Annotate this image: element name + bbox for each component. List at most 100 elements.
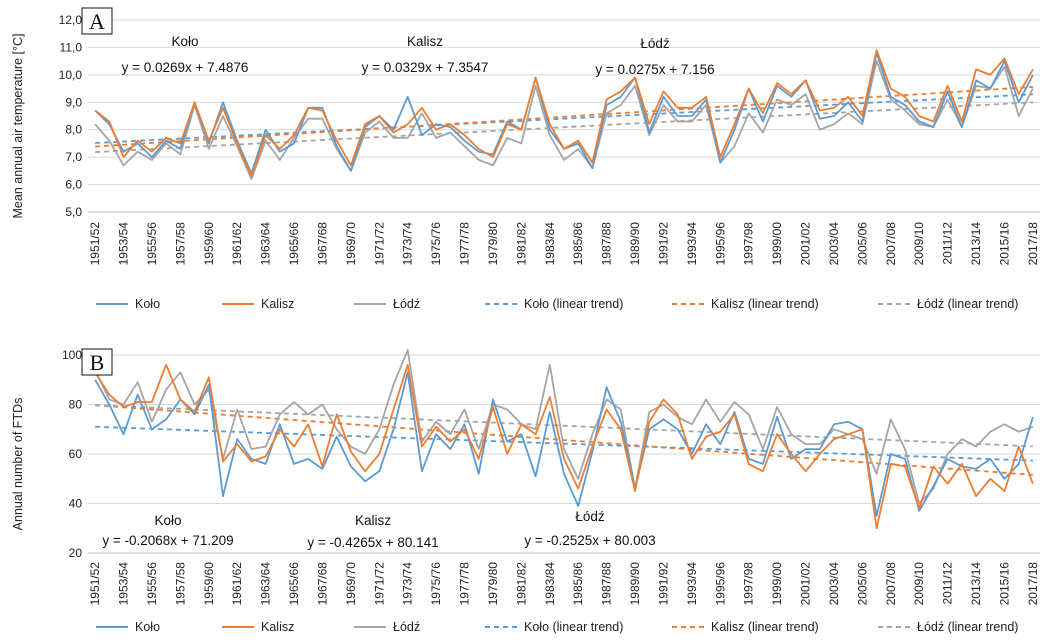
panel-a-x-tick-label: 2007/08 (884, 222, 898, 266)
panel-a-panel-box (81, 7, 113, 35)
panel-a-annotation-station: Łódź (640, 36, 670, 51)
panel-a-x-tick-label: 1975/76 (429, 222, 443, 266)
panel-b-y-tick-label: 20 (69, 546, 83, 560)
panel-b-x-tick-label: 1993/94 (685, 562, 699, 606)
panel-a-x-tick-label: 1951/52 (88, 222, 102, 266)
panel-b-x-tick-label: 2013/14 (969, 562, 983, 606)
panel-a-annotation-equation: y = 0.0269x + 7.4876 (122, 60, 249, 75)
panel-b-legend-label: Koło (linear trend) (524, 620, 623, 634)
panel-a-y-tick-label: 10,0 (59, 68, 83, 82)
panel-a-x-tick-label: 1979/80 (486, 222, 500, 266)
panel-b-annotation-station: Łódź (575, 509, 605, 524)
panel-b-y-tick-label: 40 (69, 497, 83, 511)
panel-a-y-tick-label: 11,0 (60, 40, 83, 54)
panel-a-y-tick-label: 6,0 (65, 178, 82, 192)
panel-a-x-tick-label: 1971/72 (372, 222, 386, 266)
panel-b-legend-label: Kalisz (linear trend) (711, 620, 819, 634)
panel-a-x-tick-label: 2013/14 (969, 222, 983, 266)
panel-a-y-axis-label: Mean annual air temperature [°C] (11, 34, 25, 219)
panel-b-x-tick-label: 1961/62 (230, 562, 244, 606)
panel-a-x-tick-label: 1987/88 (600, 222, 614, 266)
panel-b-x-tick-label: 1997/98 (742, 562, 756, 606)
panel-a-x-tick-label: 2001/02 (799, 222, 813, 266)
panel-b-x-tick-label: 1955/56 (145, 562, 159, 606)
panel-b-annotation-station: Kalisz (355, 513, 391, 528)
panel-b-x-tick-label: 1977/78 (458, 562, 472, 606)
panel-b-series-kalisz (94, 363, 1034, 530)
panel-a-legend-label: Kalisz (261, 297, 294, 311)
panel-b-x-tick-label: 1953/54 (117, 562, 131, 606)
panel-a-y-tick-label: 5,0 (65, 205, 82, 219)
panel-b-x-tick-label: 1991/92 (656, 562, 670, 606)
panel-a-legend-label: Koło (135, 297, 160, 311)
panel-b-x-tick-label: 2017/18 (1026, 562, 1040, 606)
panel-b-x-tick-label: 1973/74 (401, 562, 415, 606)
panel-a-x-tick-label: 1983/84 (543, 222, 557, 266)
panel-b-x-tick-label: 2007/08 (884, 562, 898, 606)
panel-b-legend-label: Koło (135, 620, 160, 634)
panel-a-y-tick-label: 7,0 (65, 150, 82, 164)
panel-b-x-tick-label: 1967/68 (315, 562, 329, 606)
panel-b-x-tick-label: 1983/84 (543, 562, 557, 606)
panel-b-y-axis-label: Annual number of FTDs (11, 398, 25, 531)
panel-a-x-tick-label: 1957/58 (173, 222, 187, 266)
panel-b-x-tick-label: 1971/72 (372, 562, 386, 606)
panel-b-annotation-equation: y = -0.2525x + 80.003 (524, 533, 655, 548)
panel-b-panel-box (81, 348, 113, 376)
panel-b-annotation-equation: y = -0.2068x + 71.209 (102, 533, 233, 548)
panel-a-series-lodz (94, 60, 1034, 181)
panel-b-x-tick-label: 2011/12 (941, 562, 955, 605)
panel-b-x-tick-label: 1999/00 (770, 562, 784, 606)
panel-a-x-tick-label: 1977/78 (458, 222, 472, 266)
panel-b-trend-kolo (95, 425, 1033, 462)
panel-a-x-tick-label: 1993/94 (685, 222, 699, 266)
panel-b-x-tick-label: 2005/06 (855, 562, 869, 606)
panel-a-legend-label: Łódź (393, 297, 420, 311)
panel-a-x-tick-label: 1991/92 (656, 222, 670, 266)
panel-a-x-tick-label: 2009/10 (912, 222, 926, 266)
panel-a-x-tick-label: 2011/12 (941, 222, 955, 265)
panel-b-legend-label: Łódź (393, 620, 420, 634)
panel-a-x-tick-label: 2005/06 (855, 222, 869, 266)
panel-b-annotation-station: Koło (154, 513, 181, 528)
panel-b-x-tick-label: 1965/66 (287, 562, 301, 606)
panel-b-y-tick-label: 60 (69, 447, 83, 461)
panel-a-panel-label: A (89, 9, 105, 34)
panel-b-panel-label: B (90, 350, 105, 375)
panel-b-x-tick-label: 1975/76 (429, 562, 443, 606)
panel-b-x-tick-label: 1969/70 (344, 562, 358, 606)
panel-a-x-tick-label: 1997/98 (742, 222, 756, 266)
panel-b-x-tick-label: 1995/96 (713, 562, 727, 606)
panel-a-x-tick-label: 2003/04 (827, 222, 841, 266)
panel-a-y-tick-label: 12,0 (59, 13, 83, 27)
panel-a-x-tick-label: 1969/70 (344, 222, 358, 266)
panel-b-x-tick-label: 1959/60 (202, 562, 216, 606)
panel-b-x-tick-label: 1985/86 (571, 562, 585, 606)
panel-a-annotation-equation: y = 0.0275x + 7.156 (595, 62, 714, 77)
panel-a-x-tick-label: 1999/00 (770, 222, 784, 266)
panel-b-annotation-equation: y = -0.4265x + 80.141 (307, 535, 438, 550)
panel-a-annotation-station: Kalisz (407, 34, 443, 49)
panel-b-x-tick-label: 2009/10 (912, 562, 926, 606)
panel-a-annotation-equation: y = 0.0329x + 7.3547 (362, 60, 489, 75)
panel-a-x-tick-label: 1995/96 (713, 222, 727, 266)
panel-b-legend-label: Kalisz (261, 620, 294, 634)
panel-a-legend-label: Koło (linear trend) (524, 297, 623, 311)
panel-a-y-tick-label: 9,0 (65, 95, 82, 109)
panel-a-x-tick-label: 1953/54 (117, 222, 131, 266)
panel-b-y-tick-label: 100 (62, 348, 82, 362)
panel-a-y-tick-label: 8,0 (65, 123, 82, 137)
panel-a-legend-label: Kalisz (linear trend) (711, 297, 819, 311)
panel-b-x-tick-label: 1987/88 (600, 562, 614, 606)
panel-b-x-tick-label: 2015/16 (997, 562, 1011, 606)
panel-a-x-tick-label: 2015/16 (997, 222, 1011, 266)
panel-b-x-tick-label: 2003/04 (827, 562, 841, 606)
panel-a-x-tick-label: 1973/74 (401, 222, 415, 266)
panel-b-series-lodz (94, 349, 1034, 505)
panel-a-annotation-station: Koło (171, 34, 198, 49)
panel-a-x-tick-label: 1959/60 (202, 222, 216, 266)
panel-a-x-tick-label: 2017/18 (1026, 222, 1040, 266)
panel-b-legend-label: Łódź (linear trend) (917, 620, 1018, 634)
